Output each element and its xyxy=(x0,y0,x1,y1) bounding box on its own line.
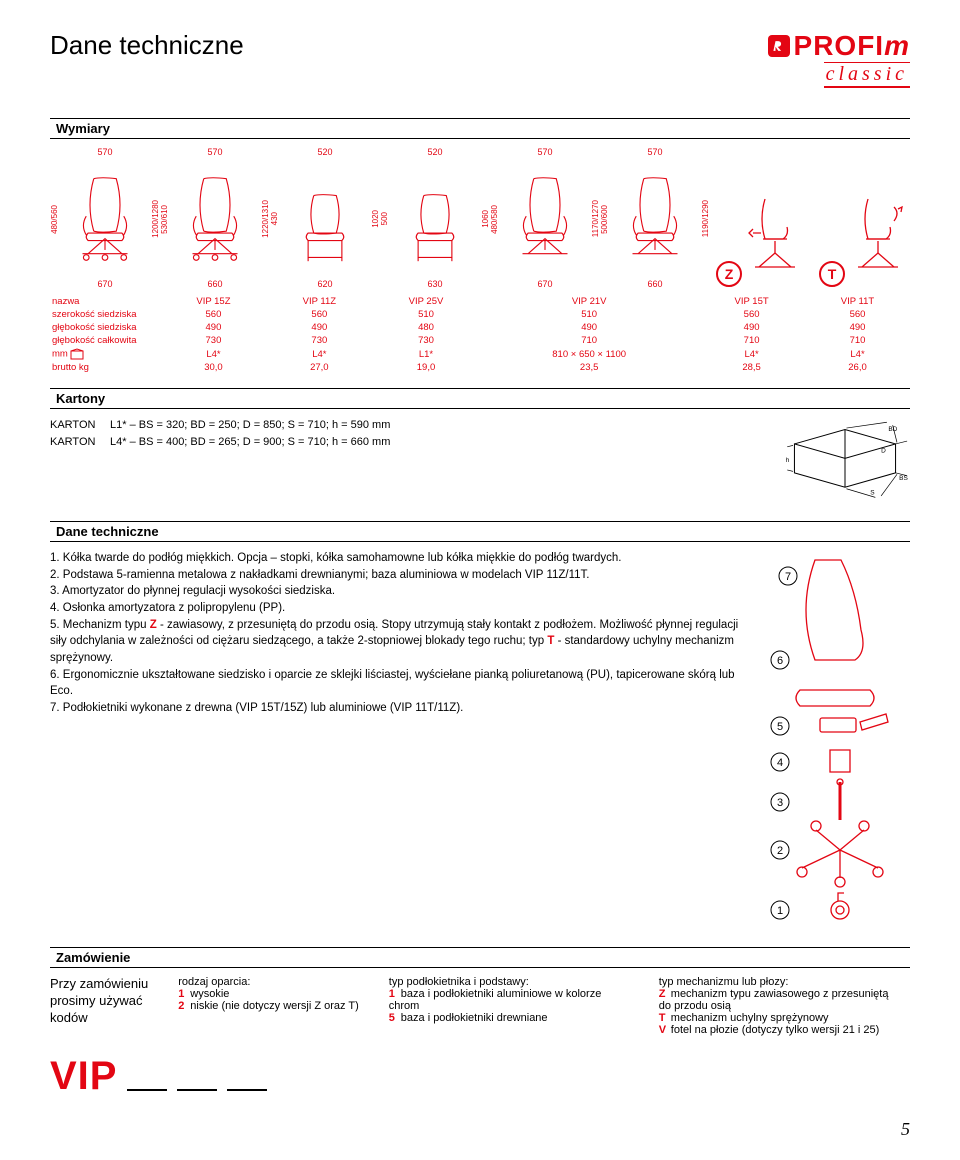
svg-text:7: 7 xyxy=(785,571,791,583)
chair-schematic: 570 480/560 1200/1280 670 xyxy=(50,147,160,291)
section-zamowienie: Zamówienie xyxy=(50,947,910,968)
karton-box-icon: BD D h BS S xyxy=(780,417,910,507)
code-slot xyxy=(177,1089,217,1091)
svg-text:6: 6 xyxy=(777,655,783,667)
section-dane-tech: Dane techniczne xyxy=(50,521,910,542)
t-chair-icon xyxy=(848,189,908,279)
svg-text:h: h xyxy=(786,457,790,464)
z-chair-icon xyxy=(745,189,805,279)
dimensions-table: nazwaVIP 15ZVIP 11ZVIP 25VVIP 21VVIP 15T… xyxy=(50,295,910,374)
page-number: 5 xyxy=(50,1119,910,1140)
zt-diagram: Z T xyxy=(716,189,910,291)
svg-text:4: 4 xyxy=(777,757,783,769)
svg-text:D: D xyxy=(881,448,886,455)
tech-notes: 1. Kółka twarde do podłóg miękkich. Opcj… xyxy=(50,550,740,933)
svg-text:2: 2 xyxy=(777,845,783,857)
logo-subtext: classic xyxy=(824,62,910,88)
logo-mark-icon xyxy=(768,35,790,57)
t-badge: T xyxy=(819,261,845,287)
karton-specs: KARTONL1* – BS = 320; BD = 250; D = 850;… xyxy=(50,417,390,450)
chair-diagram-row: 570 480/560 1200/1280 670 570 530/610 12… xyxy=(50,147,910,291)
chair-schematic: 520 500 1060 630 xyxy=(380,147,490,291)
chair-schematic: 570 480/580 1170/1270 670 xyxy=(490,147,600,291)
chair-schematic: 520 430 1020 620 xyxy=(270,147,380,291)
code-slot xyxy=(227,1089,267,1091)
exploded-diagram: 7 6 5 4 3 2 1 xyxy=(760,550,910,933)
brand-logo: PROFIm classic xyxy=(768,30,910,88)
chair-schematic: 570 530/610 1220/1310 660 xyxy=(160,147,270,291)
vip-label: VIP xyxy=(50,1054,117,1099)
code-slot xyxy=(127,1089,167,1091)
section-kartony: Kartony xyxy=(50,388,910,409)
svg-text:1: 1 xyxy=(777,905,783,917)
page-title: Dane techniczne xyxy=(50,30,244,61)
chair-schematic: 570 500/600 1190/1290 660 xyxy=(600,147,710,291)
section-wymiary: Wymiary xyxy=(50,118,910,139)
order-info: Przy zamówieniu prosimy używać kodów rod… xyxy=(50,976,910,1036)
svg-text:S: S xyxy=(870,490,875,497)
svg-text:BS: BS xyxy=(899,475,908,482)
svg-text:3: 3 xyxy=(777,797,783,809)
svg-text:5: 5 xyxy=(777,721,783,733)
z-badge: Z xyxy=(716,261,742,287)
logo-text: PROFIm xyxy=(794,30,910,62)
order-code-template: VIP xyxy=(50,1054,910,1099)
